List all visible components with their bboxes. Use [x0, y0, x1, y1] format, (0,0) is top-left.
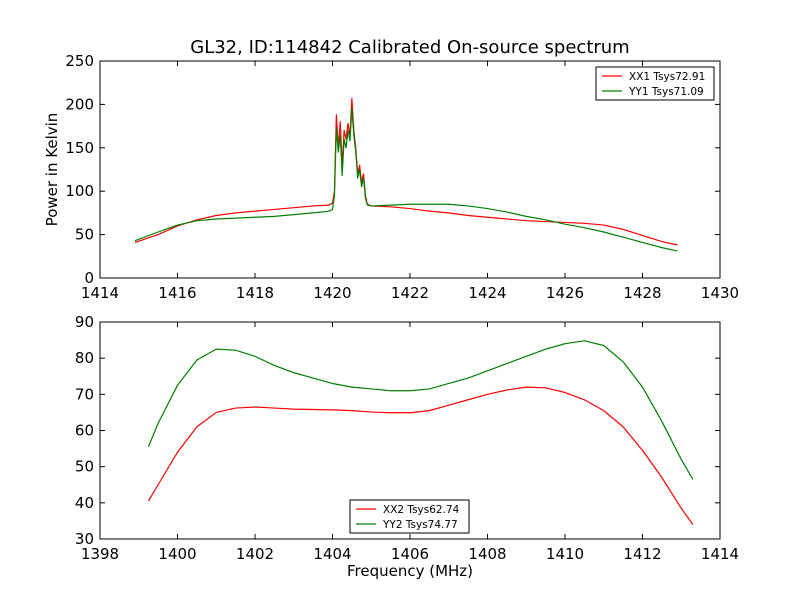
y-tick-label: 80	[75, 349, 94, 367]
series-line-yy	[134, 108, 678, 252]
y-tick-label: 90	[75, 313, 94, 331]
x-tick-label: 1428	[623, 284, 661, 302]
series-line-xx	[147, 386, 694, 525]
y-tick-label: 200	[65, 95, 94, 113]
y-tick-label: 30	[75, 530, 94, 548]
x-tick-label: 1402	[236, 545, 274, 563]
x-tick-label: 1398	[81, 545, 119, 563]
x-tick-label: 1406	[391, 545, 429, 563]
y-axis-label: Power in Kelvin	[43, 113, 61, 227]
y-tick-label: 60	[75, 422, 94, 440]
y-tick-label: 0	[84, 269, 94, 287]
y-tick-label: 70	[75, 385, 94, 403]
x-tick-label: 1418	[236, 284, 274, 302]
x-tick-label: 1414	[81, 284, 119, 302]
legend: XX2 Tsys62.74 YY2 Tsys74.77	[349, 499, 470, 534]
legend-box	[349, 499, 470, 534]
figure-title: GL32, ID:114842 Calibrated On-source spe…	[190, 37, 629, 58]
legend-entry: XX2 Tsys62.74	[383, 504, 460, 516]
legend-entry: YY1 Tsys71.09	[628, 86, 704, 98]
y-tick-label: 150	[65, 139, 94, 157]
x-tick-label: 1414	[701, 545, 739, 563]
bottom-panel: 1398 1400 1402 1404 1406 1408 1410 1412 1414 30 40…	[75, 313, 739, 580]
y-tick-label: 100	[65, 182, 94, 200]
top-panel: 1414 1416 1418 1420 1422 1424 1426 1428 1430 0 50 1…	[43, 52, 739, 302]
x-tick-label: 1420	[313, 284, 351, 302]
x-tick-label: 1422	[391, 284, 429, 302]
x-tick-label: 1416	[158, 284, 196, 302]
x-tick-label: 1404	[313, 545, 351, 563]
x-axis-label: Frequency (MHz)	[347, 562, 473, 580]
y-tick-label: 50	[75, 226, 94, 244]
series-line-yy	[147, 340, 694, 480]
x-tick-label: 1424	[468, 284, 506, 302]
x-tick-label: 1426	[546, 284, 584, 302]
x-tick-label: 1412	[623, 545, 661, 563]
y-tick-label: 250	[65, 52, 94, 70]
x-tick-label: 1400	[158, 545, 196, 563]
x-tick-label: 1430	[701, 284, 739, 302]
legend-entry: XX1 Tsys72.91	[629, 71, 705, 83]
y-tick-label: 40	[75, 494, 94, 512]
x-tick-label: 1408	[468, 545, 506, 563]
x-tick-label: 1410	[546, 545, 584, 563]
y-tick-label: 50	[75, 458, 94, 476]
legend-entry: YY2 Tsys74.77	[382, 519, 458, 531]
legend: XX1 Tsys72.91 YY1 Tsys71.09	[595, 66, 715, 101]
legend-box	[595, 66, 715, 101]
